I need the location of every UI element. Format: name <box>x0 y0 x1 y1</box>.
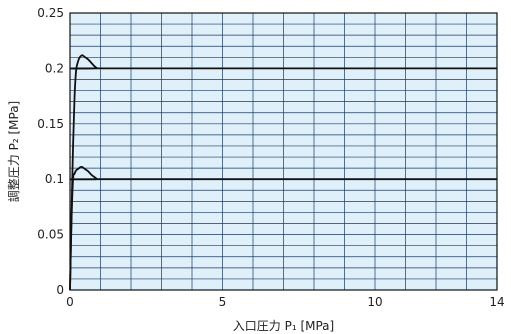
y-tick-labels: 0 0.05 0.1 0.15 0.2 0.25 <box>37 6 64 297</box>
y-tick-label: 0.25 <box>37 6 64 20</box>
y-tick-label: 0.1 <box>45 172 64 186</box>
x-tick-labels: 0 5 10 14 <box>66 295 504 309</box>
series-line-1 <box>69 165 497 291</box>
series-group <box>69 54 498 291</box>
y-axis-label: 調整圧力 P₂ [MPa] <box>6 101 21 202</box>
y-tick-label: 0.05 <box>37 228 64 242</box>
x-tick-label: 14 <box>489 295 504 309</box>
y-tick-label: 0.15 <box>37 117 64 131</box>
x-axis-label: 入口圧力 P₁ [MPa] <box>233 319 334 333</box>
x-tick-label: 0 <box>66 295 74 309</box>
plot-frame <box>69 12 498 291</box>
x-tick-label: 10 <box>367 295 382 309</box>
x-tick-label: 5 <box>219 295 227 309</box>
series-line-2 <box>69 54 498 291</box>
y-tick-label: 0 <box>56 283 64 297</box>
y-tick-label: 0.2 <box>45 61 64 75</box>
